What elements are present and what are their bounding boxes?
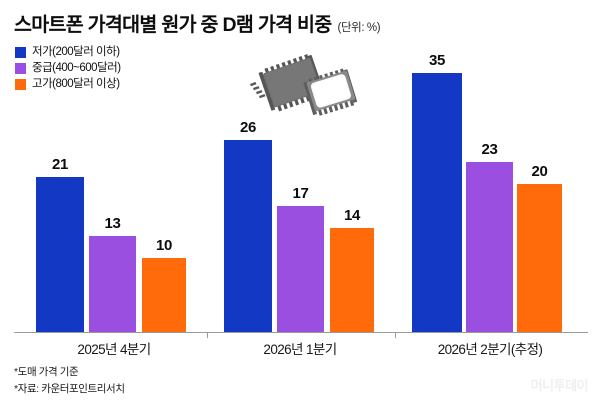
legend-item-2[interactable]: 고가(800달러 이상) (15, 78, 121, 91)
bar-1-2[interactable] (330, 228, 374, 332)
legend-swatch-icon (15, 63, 26, 74)
bar-value-label: 17 (292, 185, 309, 203)
legend-label: 고가(800달러 이상) (32, 78, 120, 90)
legend-item-0[interactable]: 저가(200달러 이하) (15, 46, 121, 59)
title-text: 스마트폰 가격대별 원가 중 D램 가격 비중 (14, 14, 332, 36)
bar-1-0[interactable] (224, 139, 272, 332)
bar-2-1[interactable] (466, 161, 513, 332)
bar-value-label: 10 (155, 237, 173, 254)
bar-value-label: 35 (428, 52, 446, 69)
x-axis-tick (207, 332, 208, 338)
page-title: 스마트폰 가격대별 원가 중 D램 가격 비중 (단위: %) (14, 8, 381, 37)
bar-value-label: 26 (239, 118, 257, 136)
bar-2-0[interactable] (412, 73, 462, 332)
bar-value-label: 14 (343, 207, 361, 225)
bar-value-label: 21 (51, 155, 69, 173)
category-label-1: 2026년 1분기 (263, 342, 337, 357)
legend-label: 저가(200달러 이하) (32, 46, 120, 58)
bar-value-label: 23 (481, 140, 498, 158)
x-axis-line (14, 332, 588, 333)
bar-0-1[interactable] (89, 235, 136, 332)
bar-2-2[interactable] (517, 184, 562, 332)
footnotes: *도매 가격 기준 *자료: 카운터포인트리서치 (14, 364, 125, 396)
footnote-0: *도매 가격 기준 (14, 366, 79, 378)
x-axis-tick (395, 332, 396, 338)
legend-item-1[interactable]: 중급(400~600달러) (15, 62, 121, 75)
bar-value-label: 20 (531, 163, 548, 180)
legend-swatch-icon (15, 79, 26, 90)
legend-label: 중급(400~600달러) (32, 62, 121, 74)
bar-0-2[interactable] (142, 258, 186, 332)
bar-1-1[interactable] (277, 206, 324, 332)
watermark: 머니투데이 (530, 378, 589, 393)
bar-value-label: 13 (104, 214, 121, 232)
bar-0-0[interactable] (36, 176, 84, 332)
category-label-2: 2026년 2분기(추정) (437, 342, 543, 357)
title-unit-text: (단위: %) (337, 22, 381, 34)
dram-chip-illustration (248, 52, 380, 118)
legend-swatch-icon (15, 47, 26, 58)
footnote-1: *자료: 카운터포인트리서치 (14, 383, 125, 395)
chart-legend: 저가(200달러 이하) 중급(400~600달러) 고가(800달러 이상) (15, 46, 121, 91)
category-label-0: 2025년 4분기 (77, 342, 151, 357)
